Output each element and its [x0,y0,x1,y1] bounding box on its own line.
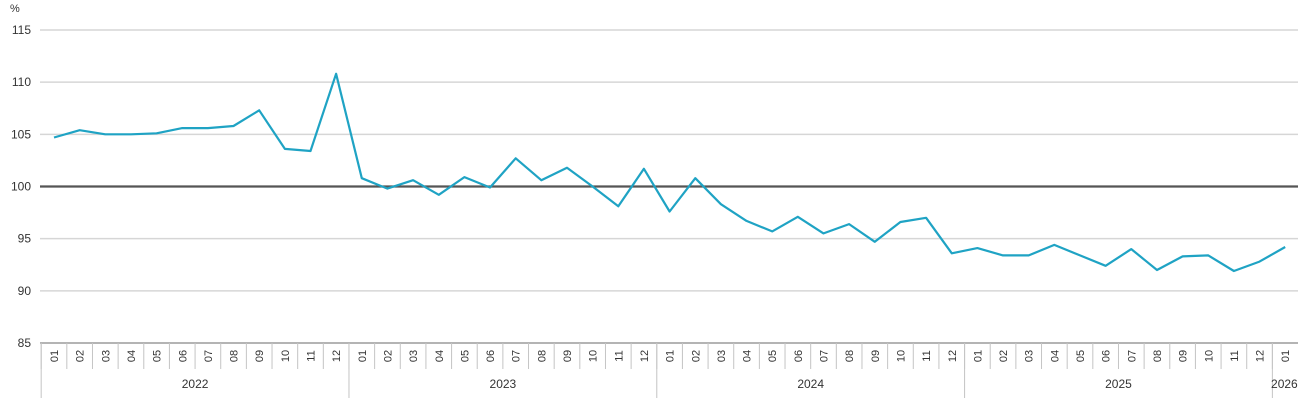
x-tick-label: 04 [1049,350,1061,362]
x-tick-label: 11 [613,350,625,361]
x-tick-label: 06 [793,350,805,362]
x-tick-label: 06 [177,350,189,362]
x-tick-label: 03 [100,350,112,362]
x-tick-label: 02 [998,350,1010,362]
x-tick-label: 08 [844,350,856,362]
x-tick-label: 01 [972,350,984,362]
x-tick-label: 04 [126,350,138,362]
x-tick-label: 07 [819,350,831,362]
x-tick-label: 08 [229,350,241,362]
year-label: 2023 [490,377,517,391]
y-axis-unit-label: % [10,3,20,15]
x-tick-label: 05 [459,350,471,362]
year-label: 2024 [797,377,824,391]
x-tick-label: 06 [1101,350,1113,362]
x-tick-label: 10 [280,350,292,362]
x-tick-label: 11 [1229,350,1241,361]
y-tick-label: 85 [18,336,32,350]
x-tick-label: 04 [742,350,754,362]
x-tick-label: 08 [1152,350,1164,362]
x-tick-label: 03 [1024,350,1036,362]
series-layer [53,72,1286,273]
x-tick-label: 03 [716,350,728,362]
x-tick-label: 09 [1178,350,1190,362]
x-tick-label: 12 [1255,350,1267,362]
x-tick-label: 10 [895,350,907,362]
x-tick-label: 08 [536,350,548,362]
x-tick-label: 04 [434,350,446,362]
y-tick-label: 95 [18,232,32,246]
x-tick-label: 09 [562,350,574,362]
x-tick-label: 02 [75,350,87,362]
x-tick-label: 02 [382,350,394,362]
x-tick-label: 07 [203,350,215,362]
x-tick-label: 12 [331,350,343,362]
y-tick-label: 105 [11,127,31,141]
x-tick-label: 12 [639,350,651,362]
y-tick-label: 110 [12,75,31,89]
x-tick-label: 11 [921,350,933,361]
year-label: 2026 [1271,377,1298,391]
x-tick-label: 05 [1075,350,1087,362]
year-label: 2022 [182,377,209,391]
y-tick-label: 90 [18,284,32,298]
x-tick-label: 09 [870,350,882,362]
x-tick-label: 01 [665,350,677,362]
x-tick-label: 01 [357,350,369,362]
x-tick-label: 07 [1126,350,1138,362]
x-tick-label: 12 [947,350,959,362]
year-label: 2025 [1105,377,1132,391]
x-tick-label: 05 [152,350,164,362]
x-tick-label: 11 [306,350,318,361]
x-tick-label: 09 [254,350,266,362]
x-tick-label: 06 [485,350,497,362]
grid-lines [40,29,1298,292]
x-tick-label: 02 [690,350,702,362]
x-tick-label: 01 [1280,350,1292,362]
x-tick-label: 03 [408,350,420,362]
y-tick-label: 115 [12,23,31,37]
x-tick-label: 05 [767,350,779,362]
x-axis: 01 02 03 04 05 06 07 08 09 10 11 12 01 02 03 04 05 06 07 08… [40,342,1298,398]
x-tick-label: 10 [1203,350,1215,362]
y-axis-ticks: 85 90 95 100 105 110 115 [11,23,31,350]
x-tick-label: 01 [49,350,61,362]
x-tick-label: 10 [588,350,600,362]
y-tick-label: 100 [11,180,31,194]
series-line [53,72,1286,273]
x-tick-label: 07 [511,350,523,362]
